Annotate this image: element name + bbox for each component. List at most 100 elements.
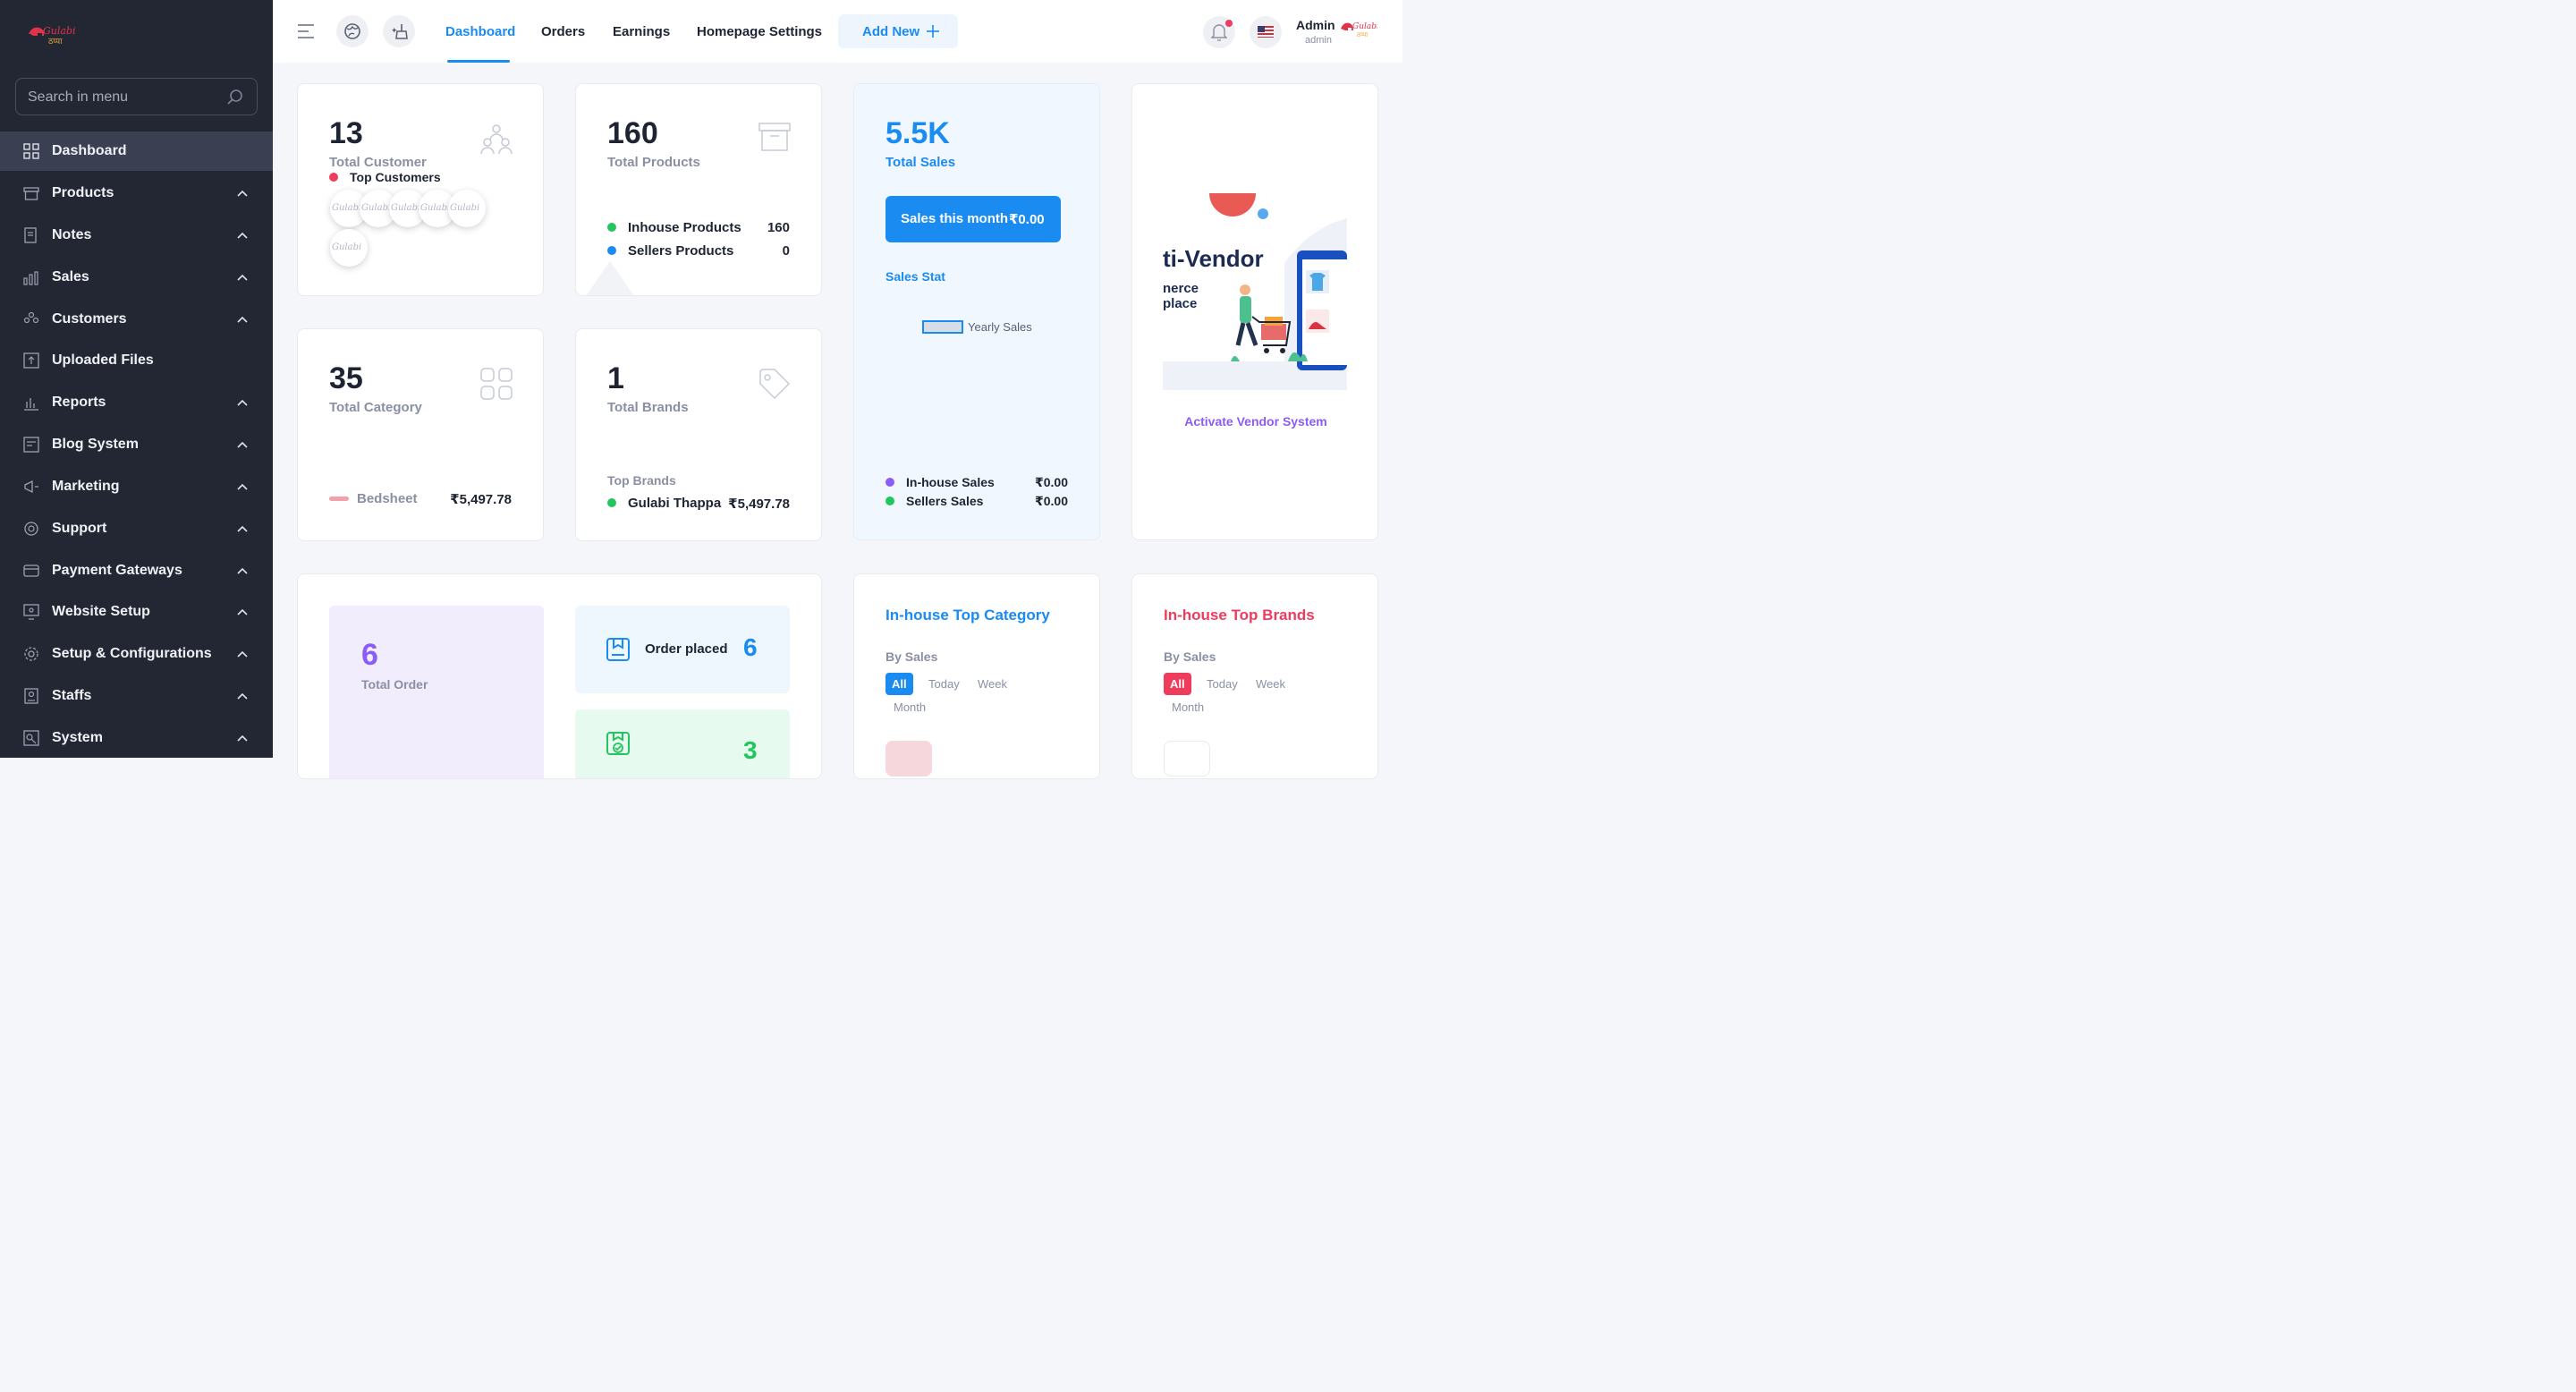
svg-text:Gulabi: Gulabi xyxy=(332,242,361,252)
vendor-banner-line1: nerce xyxy=(1163,281,1199,296)
svg-text:Gulabi: Gulabi xyxy=(450,203,479,213)
tab-homepage-settings[interactable]: Homepage Settings xyxy=(697,24,823,39)
svg-text:Gulabi: Gulabi xyxy=(1352,22,1377,31)
users-icon xyxy=(480,124,513,155)
sidebar-item-label: Reports xyxy=(52,395,106,410)
yearly-sales-legend-label[interactable]: Yearly Sales xyxy=(968,320,1032,334)
chevron-up-icon xyxy=(237,692,248,700)
search-icon xyxy=(227,89,242,105)
filter-all[interactable]: All xyxy=(1164,673,1191,695)
chevron-up-icon xyxy=(237,441,248,448)
admin-name[interactable]: Admin xyxy=(1296,18,1335,32)
svg-text:Gulabi: Gulabi xyxy=(420,203,450,213)
products-count: 160 xyxy=(607,116,658,150)
sidebar-item-blog-system[interactable]: Blog System xyxy=(0,425,273,464)
sidebar-item-system[interactable]: System xyxy=(0,718,273,758)
blog-icon xyxy=(23,437,39,453)
brand-logo[interactable]: Gulabi ठप्पा xyxy=(27,21,77,51)
sidebar-item-reports[interactable]: Reports xyxy=(0,383,273,422)
filter-today[interactable]: Today xyxy=(928,677,960,691)
bedsheet-legend-swatch xyxy=(329,497,349,501)
orders-card: 6 Total Order Order placed 6 3 xyxy=(297,573,822,779)
sidebar-search-input[interactable]: Search in menu xyxy=(28,89,129,105)
top-brand-name: Gulabi Thappa xyxy=(628,496,722,511)
sidebar-item-label: Notes xyxy=(52,227,92,242)
sidebar-item-uploaded-files[interactable]: Uploaded Files xyxy=(0,341,273,380)
sidebar-item-label: Marketing xyxy=(52,479,120,494)
vendor-banner-line2: place xyxy=(1163,296,1197,311)
elephant-logo-icon: Gulabi xyxy=(420,203,450,213)
sidebar-item-label: Support xyxy=(52,521,107,536)
top-brands-title: In-house Top Brands xyxy=(1164,607,1315,624)
sales-this-month-button[interactable]: Sales this month ₹0.00 xyxy=(886,196,1061,242)
chevron-up-icon xyxy=(237,608,248,615)
top-category-card: In-house Top Category By Sales All Today… xyxy=(853,573,1100,779)
sidebar-item-sales[interactable]: Sales xyxy=(0,258,273,297)
filter-today[interactable]: Today xyxy=(1207,677,1238,691)
order-confirmed-count: 3 xyxy=(743,736,758,764)
top-header: ✦ Dashboard Orders Earnings Homepage Set… xyxy=(273,0,1402,63)
customer-avatar[interactable]: Gulabi xyxy=(330,229,368,267)
sidebar-item-customers[interactable]: Customers xyxy=(0,300,273,339)
tab-dashboard[interactable]: Dashboard xyxy=(445,24,516,39)
order-confirmed-box[interactable]: 3 xyxy=(575,709,790,778)
yearly-sales-legend-swatch xyxy=(922,320,963,334)
top-category-thumbnail[interactable] xyxy=(886,741,932,777)
chart-icon xyxy=(23,271,38,285)
filter-month[interactable]: Month xyxy=(894,700,927,714)
sidebar-item-products[interactable]: Products xyxy=(0,174,273,213)
elephant-logo-icon: Gulabi xyxy=(450,203,479,213)
elephant-logo-icon: Gulabi ठप्पा xyxy=(29,25,76,47)
language-switcher[interactable] xyxy=(1250,16,1282,48)
top-brands-card: In-house Top Brands By Sales All Today W… xyxy=(1131,573,1378,779)
sidebar-search[interactable]: Search in menu xyxy=(15,78,258,115)
active-tab-indicator xyxy=(447,60,510,63)
category-count: 35 xyxy=(329,361,363,395)
order-placed-box[interactable]: Order placed 6 xyxy=(575,606,790,693)
sidebar-item-setup-configurations[interactable]: Setup & Configurations xyxy=(0,634,273,674)
chevron-up-icon xyxy=(237,483,248,490)
clear-cache-button[interactable]: ✦ xyxy=(383,15,415,47)
sidebar-item-staffs[interactable]: Staffs xyxy=(0,676,273,716)
svg-text:ठप्पा: ठप्पा xyxy=(1357,31,1368,38)
sidebar-item-payment-gateways[interactable]: Payment Gateways xyxy=(0,551,273,590)
globe-icon xyxy=(344,23,360,39)
svg-text:ठप्पा: ठप्पा xyxy=(48,38,63,47)
filter-week[interactable]: Week xyxy=(978,677,1007,691)
chevron-up-icon xyxy=(237,274,248,281)
elephant-logo-icon: Gulabi xyxy=(332,203,361,213)
order-placed-icon xyxy=(606,638,630,661)
system-icon xyxy=(23,730,39,746)
sidebar-item-website-setup[interactable]: Website Setup xyxy=(0,592,273,632)
filter-month[interactable]: Month xyxy=(1172,700,1205,714)
inhouse-sales-value: ₹0.00 xyxy=(1035,475,1068,489)
admin-avatar[interactable]: Gulabi ठप्पा xyxy=(1340,18,1379,44)
monitor-icon xyxy=(23,604,39,620)
add-new-button[interactable]: Add New xyxy=(838,14,958,48)
svg-text:Gulabi: Gulabi xyxy=(361,203,391,213)
menu-toggle-icon[interactable] xyxy=(298,23,316,39)
sidebar-item-support[interactable]: Support xyxy=(0,509,273,548)
notifications-button[interactable] xyxy=(1203,16,1235,48)
browse-website-button[interactable] xyxy=(336,15,369,47)
elephant-logo-icon: Gulabi xyxy=(391,203,420,213)
top-customers-dot xyxy=(329,173,338,182)
top-brand-thumbnail[interactable] xyxy=(1164,741,1210,777)
sidebar-item-dashboard[interactable]: Dashboard xyxy=(0,132,273,171)
customer-avatar[interactable]: Gulabi xyxy=(448,190,486,227)
sidebar-item-marketing[interactable]: Marketing xyxy=(0,467,273,506)
top-brand-value: ₹5,497.78 xyxy=(728,497,790,512)
tag-icon xyxy=(759,369,791,400)
sidebar-item-notes[interactable]: Notes xyxy=(0,216,273,255)
customer-avatar[interactable]: Gulabi xyxy=(330,190,368,227)
filter-all[interactable]: All xyxy=(886,673,913,695)
tab-orders[interactable]: Orders xyxy=(541,24,586,39)
filter-week[interactable]: Week xyxy=(1256,677,1285,691)
total-order-count: 6 xyxy=(361,638,378,672)
tab-earnings[interactable]: Earnings xyxy=(613,24,671,39)
top-brands-label: Top Brands xyxy=(607,473,676,488)
activate-vendor-link[interactable]: Activate Vendor System xyxy=(1184,414,1327,429)
chevron-up-icon xyxy=(237,190,248,197)
order-confirmed-icon xyxy=(606,732,630,755)
